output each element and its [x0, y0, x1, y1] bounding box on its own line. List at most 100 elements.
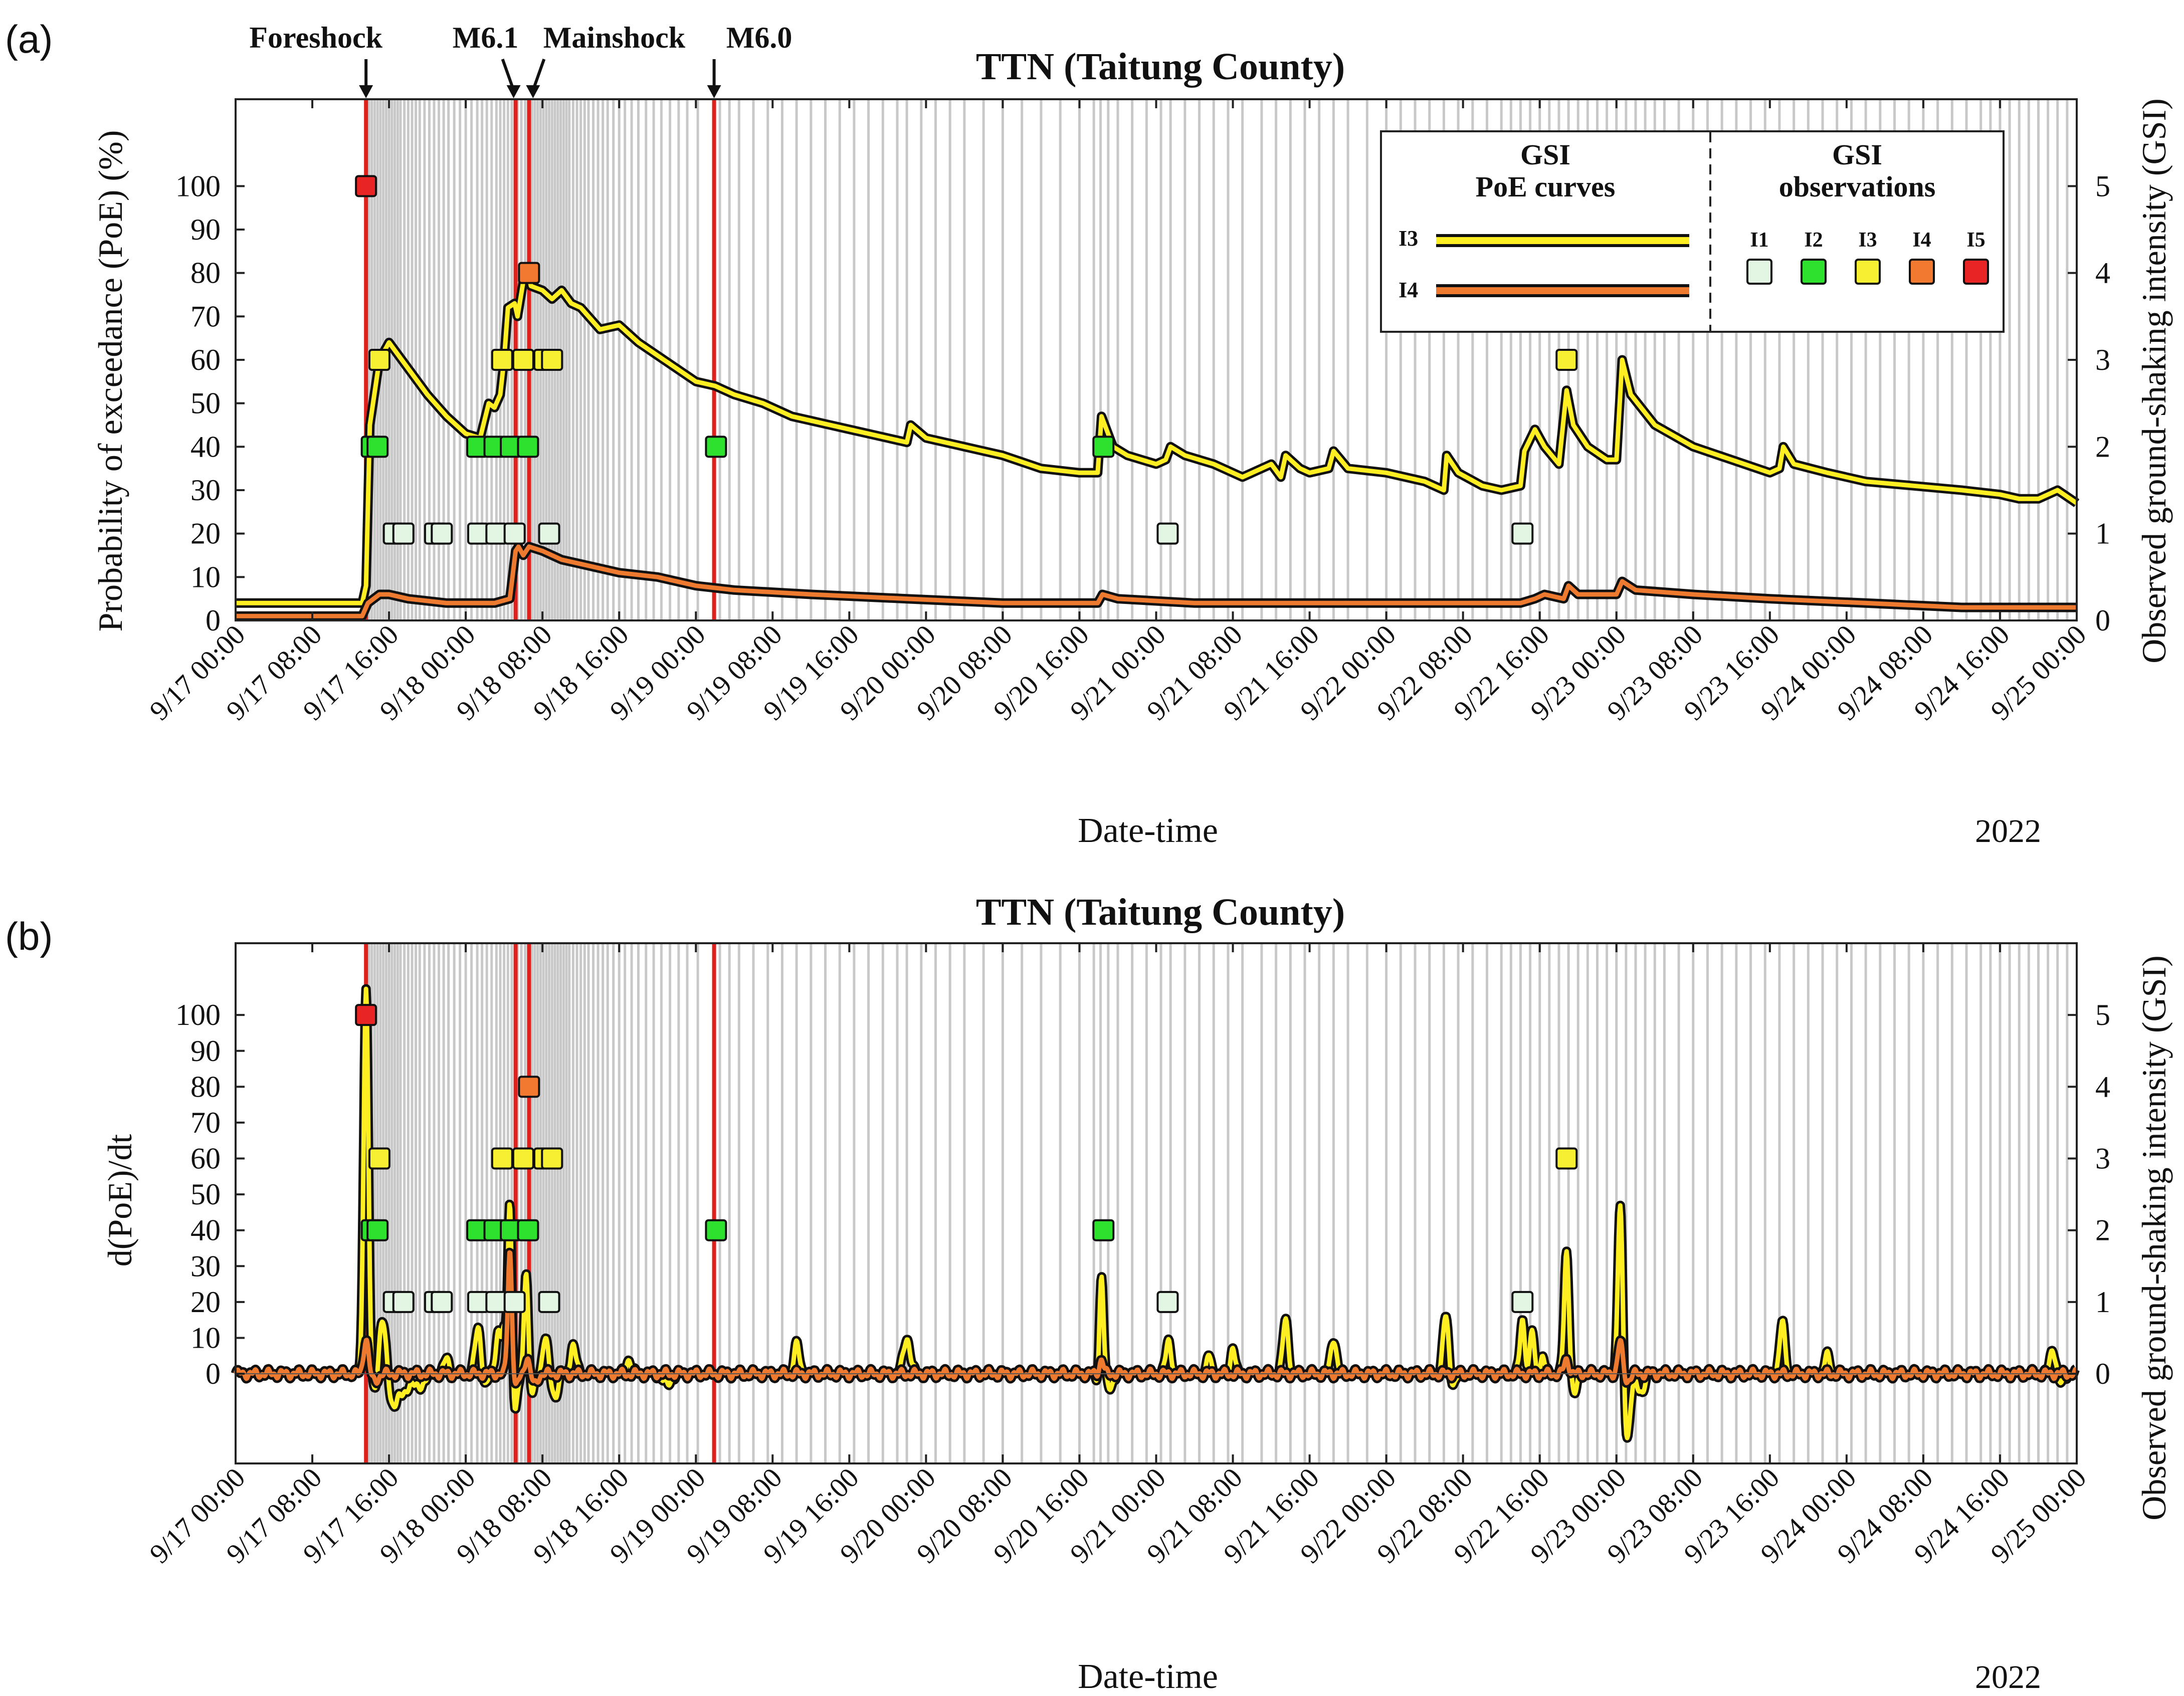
- legend-obs-label: I3: [1858, 229, 1877, 252]
- y-right-tick-label: 5: [2095, 998, 2110, 1031]
- panel-a-ylabel: Probability of exceedance (PoE) (%): [91, 130, 129, 632]
- event-label: Mainshock: [543, 21, 686, 54]
- panel-b-xlabel: Date-time: [1078, 1657, 1218, 1696]
- gsi-marker-i1: [467, 522, 489, 545]
- gsi-marker-i2: [517, 1219, 539, 1241]
- legend-observation-swatches: I1 I2 I3 I4 I5: [1746, 229, 1989, 285]
- y-tick-label: 30: [190, 1249, 221, 1283]
- gsi-marker-i3: [512, 1147, 534, 1170]
- gsi-observation-markers: [355, 1004, 1578, 1313]
- gsi-marker-i3: [1555, 349, 1578, 371]
- gsi-marker-i4: [518, 1076, 540, 1098]
- gsi-marker-i1: [1511, 522, 1534, 545]
- gsi-marker-i1: [392, 522, 415, 545]
- panel-b-label: (b): [5, 914, 53, 958]
- poe-curves: [236, 268, 2080, 621]
- legend: GSI PoE curves GSI observations I3 I4 I1…: [1380, 130, 2005, 333]
- gsi-marker-i2: [366, 436, 389, 458]
- legend-obs-label: I5: [1966, 229, 1985, 252]
- gsi-marker-i3: [1555, 1147, 1578, 1170]
- y-right-tick-label: 4: [2095, 257, 2110, 290]
- gsi-marker-i3: [541, 349, 563, 371]
- y-tick-label: 20: [190, 1286, 221, 1319]
- y-tick-label: 100: [175, 169, 221, 202]
- legend-curve-label-i3: I3: [1399, 226, 1418, 251]
- event-label: M6.0: [726, 21, 792, 54]
- y-tick-label: 30: [190, 474, 221, 507]
- event-label: M6.1: [453, 21, 519, 54]
- panel-b-ylabel-right: Observed ground-shaking intensity (GSI): [2135, 955, 2173, 1520]
- y-tick-label: 70: [190, 1106, 221, 1139]
- y-tick-label: 10: [190, 1321, 221, 1354]
- gsi-marker-i3: [541, 1147, 563, 1170]
- gsi-marker-i1: [392, 1291, 415, 1313]
- legend-obs-label: I2: [1804, 229, 1823, 252]
- legend-box: [1380, 130, 2005, 333]
- y-tick-label: 10: [190, 560, 221, 593]
- gsi-marker-i1: [538, 1291, 560, 1313]
- event-label: Foreshock: [249, 21, 382, 54]
- gsi-marker-i3: [368, 1147, 390, 1170]
- gsi-marker-i3: [491, 1147, 513, 1170]
- gsi-marker-i1: [1156, 1291, 1179, 1313]
- gsi-marker-i1: [1156, 522, 1179, 545]
- gsi-marker-i3: [512, 349, 534, 371]
- gsi-marker-i1: [503, 522, 526, 545]
- gsi-marker-i1: [485, 522, 508, 545]
- legend-curves-title-1: GSI: [1520, 138, 1570, 171]
- y-right-tick-label: 3: [2095, 1142, 2110, 1175]
- y-tick-label: 0: [206, 1357, 221, 1390]
- panel-a-label: (a): [5, 17, 53, 61]
- y-right-tick-label: 0: [2095, 604, 2110, 637]
- gsi-marker-i2: [366, 1219, 389, 1241]
- y-right-tick-label: 2: [2095, 430, 2110, 463]
- panel-a-xlabel: Date-time: [1078, 811, 1218, 850]
- y-right-tick-label: 4: [2095, 1070, 2110, 1103]
- y-right-tick-label: 1: [2095, 517, 2110, 550]
- y-right-tick-label: 3: [2095, 343, 2110, 376]
- y-tick-label: 80: [190, 257, 221, 290]
- gsi-marker-i5: [355, 1004, 377, 1026]
- y-tick-label: 20: [190, 517, 221, 550]
- gsi-marker-i5: [355, 175, 377, 197]
- panel-a-ylabel-right: Observed ground-shaking intensity (GSI): [2135, 98, 2173, 663]
- panel-a-title: TTN (Taitung County): [976, 46, 1345, 88]
- gsi-marker-i1: [503, 1291, 526, 1313]
- legend-obs-title-1: GSI: [1832, 138, 1882, 171]
- panel-b-year: 2022: [1975, 1659, 2041, 1695]
- gsi-observation-markers: [355, 175, 1578, 545]
- y-tick-label: 50: [190, 1178, 221, 1211]
- y-tick-label: 60: [190, 1142, 221, 1175]
- event-arrow-head: [506, 85, 521, 98]
- gsi-marker-i2: [705, 436, 727, 458]
- series-i4-line: [236, 544, 2077, 618]
- y-tick-label: 70: [190, 300, 221, 333]
- gsi-marker-i1: [1511, 1291, 1534, 1313]
- y-right-tick-label: 2: [2095, 1214, 2110, 1247]
- legend-obs-label: I4: [1912, 229, 1931, 252]
- legend-obs-label: I1: [1750, 229, 1768, 252]
- gsi-marker-i1: [485, 1291, 508, 1313]
- y-tick-label: 0: [206, 604, 221, 637]
- y-tick-label: 90: [190, 1034, 221, 1068]
- gsi-marker-i1: [431, 1291, 453, 1313]
- panel-b-ylabel: d(PoE)/dt: [101, 1134, 139, 1267]
- event-arrow-head: [359, 85, 373, 98]
- gsi-marker-i4: [518, 262, 540, 284]
- y-tick-label: 50: [190, 387, 221, 420]
- y-tick-label: 80: [190, 1070, 221, 1103]
- y-tick-label: 40: [190, 1214, 221, 1247]
- y-tick-label: 90: [190, 213, 221, 246]
- legend-swatch-i2: [1801, 259, 1827, 285]
- gsi-marker-i2: [1092, 1219, 1115, 1241]
- gsi-marker-i3: [491, 349, 513, 371]
- legend-swatch-i5: [1963, 259, 1989, 285]
- legend-swatch-i3: [1855, 259, 1881, 285]
- gsi-marker-i2: [705, 1219, 727, 1241]
- y-right-tick-label: 0: [2095, 1357, 2110, 1390]
- panel-b-title: TTN (Taitung County): [976, 891, 1345, 933]
- event-labels: Foreshock M6.1 Mainshock M6.0: [249, 21, 792, 98]
- y-tick-label: 100: [175, 998, 221, 1031]
- event-arrow-head: [526, 85, 540, 98]
